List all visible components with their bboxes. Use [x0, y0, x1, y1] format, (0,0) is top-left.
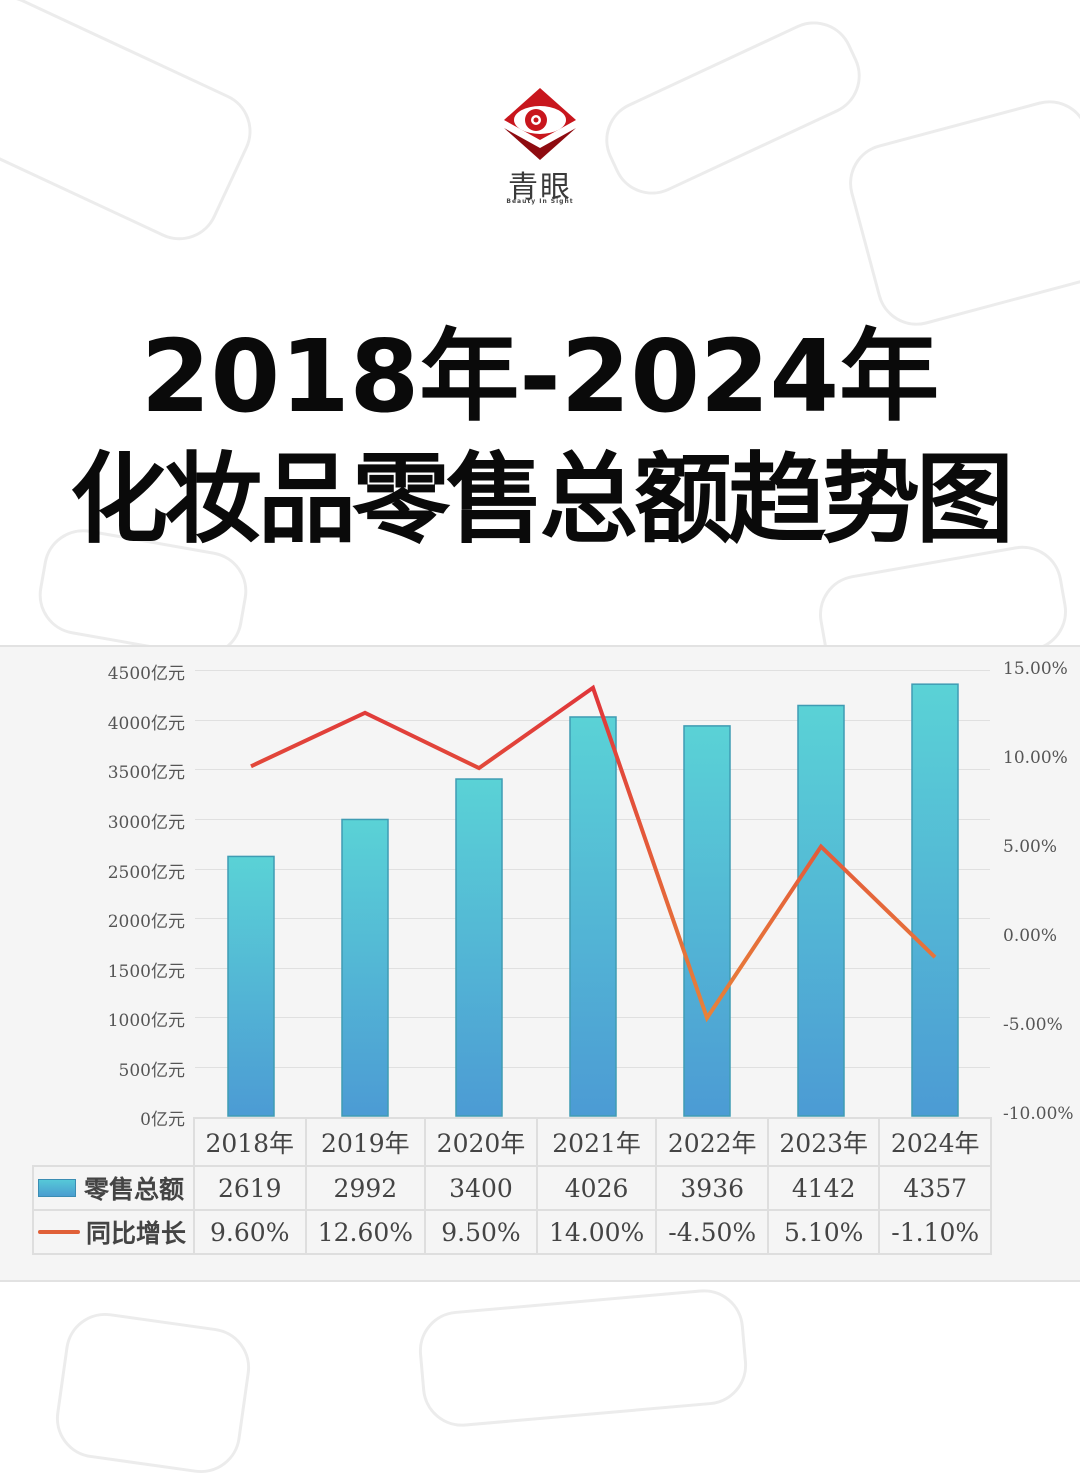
right-axis-tick: -5.00% — [1003, 1015, 1063, 1035]
table-cell: 12.60% — [304, 1209, 427, 1255]
background-doodle — [592, 8, 874, 208]
right-axis-tick: 0.00% — [1003, 926, 1058, 946]
table-cell: 9.60% — [193, 1209, 307, 1255]
table-year-cell: 2020年 — [424, 1117, 538, 1167]
gridline — [195, 670, 990, 671]
table-cell: 4357 — [878, 1165, 992, 1211]
table-corner — [33, 1118, 194, 1166]
data-table: 2018年 2019年 2020年 2021年 2022年 2023年 2024… — [32, 1117, 992, 1255]
right-axis-tick: 5.00% — [1003, 837, 1058, 857]
table-year-cell: 2019年 — [304, 1117, 427, 1167]
bar — [683, 725, 731, 1117]
table-cell: 2619 — [193, 1165, 307, 1211]
table-cell: 5.10% — [766, 1209, 881, 1255]
table-year-cell: 2023年 — [766, 1117, 881, 1167]
table-year-cell: 2018年 — [193, 1117, 307, 1167]
background-doodle — [50, 1307, 256, 1478]
legend-label: 零售总额 — [84, 1175, 185, 1204]
left-axis-tick: 4000亿元 — [107, 714, 185, 734]
bar — [455, 778, 503, 1117]
chart-panel: 4500亿元 4000亿元 3500亿元 3000亿元 2500亿元 2000亿… — [0, 645, 1080, 1282]
legend-line-swatch-icon — [38, 1230, 80, 1234]
left-axis-tick: 3500亿元 — [107, 763, 185, 783]
left-axis-tick: 2500亿元 — [107, 863, 185, 883]
background-doodle — [0, 0, 265, 254]
right-axis-tick: 10.00% — [1003, 748, 1068, 768]
plot-area — [227, 683, 959, 1117]
left-axis-tick: 0亿元 — [140, 1110, 185, 1130]
left-axis-tick: 4500亿元 — [107, 664, 185, 684]
bar — [797, 704, 845, 1117]
table-row-growth: 同比增长 9.60% 12.60% 9.50% 14.00% -4.50% 5.… — [32, 1209, 992, 1255]
left-axis-tick: 3000亿元 — [107, 813, 185, 833]
logo-tagline: Beauty In Sight — [506, 198, 574, 205]
brand-logo: 青眼 Beauty In Sight — [490, 84, 590, 214]
bar — [911, 683, 959, 1117]
table-header-row: 2018年 2019年 2020年 2021年 2022年 2023年 2024… — [33, 1117, 992, 1167]
table-cell: 3400 — [424, 1165, 538, 1211]
background-doodle — [415, 1286, 751, 1430]
left-axis-tick: 1000亿元 — [107, 1011, 185, 1031]
page-title-line1: 2018年-2024年 — [140, 318, 940, 435]
table-cell: -1.10% — [878, 1209, 992, 1255]
legend-growth: 同比增长 — [32, 1209, 195, 1255]
right-axis-tick: -10.00% — [1003, 1104, 1074, 1124]
table-cell: 4026 — [535, 1165, 658, 1211]
bar — [227, 855, 275, 1117]
table-year-cell: 2024年 — [878, 1117, 992, 1167]
bar — [569, 716, 617, 1117]
legend-retail: 零售总额 — [32, 1165, 195, 1211]
table-year-cell: 2021年 — [535, 1117, 658, 1167]
table-cell: 14.00% — [535, 1209, 658, 1255]
table-cell: 3936 — [655, 1165, 769, 1211]
left-axis-tick: 2000亿元 — [107, 912, 185, 932]
table-cell: 2992 — [304, 1165, 427, 1211]
left-axis-tick: 500亿元 — [118, 1061, 185, 1081]
line-series-growth — [250, 684, 937, 1023]
page-title-line2: 化妆品零售总额趋势图 — [69, 443, 1014, 557]
legend-label: 同比增长 — [86, 1219, 187, 1248]
right-axis-tick: 15.00% — [1003, 659, 1068, 679]
legend-bar-swatch-icon — [38, 1179, 76, 1197]
table-cell: -4.50% — [655, 1209, 769, 1255]
table-year-cell: 2022年 — [655, 1117, 769, 1167]
logo-name: 青眼 — [508, 170, 572, 205]
eye-logo-icon — [504, 88, 576, 160]
bar-series-retail — [227, 683, 959, 1117]
table-cell: 4142 — [766, 1165, 881, 1211]
table-cell: 9.50% — [424, 1209, 538, 1255]
bar — [341, 818, 389, 1117]
left-axis-tick: 1500亿元 — [107, 962, 185, 982]
table-row-retail: 零售总额 2619 2992 3400 4026 3936 4142 4357 — [32, 1165, 992, 1211]
